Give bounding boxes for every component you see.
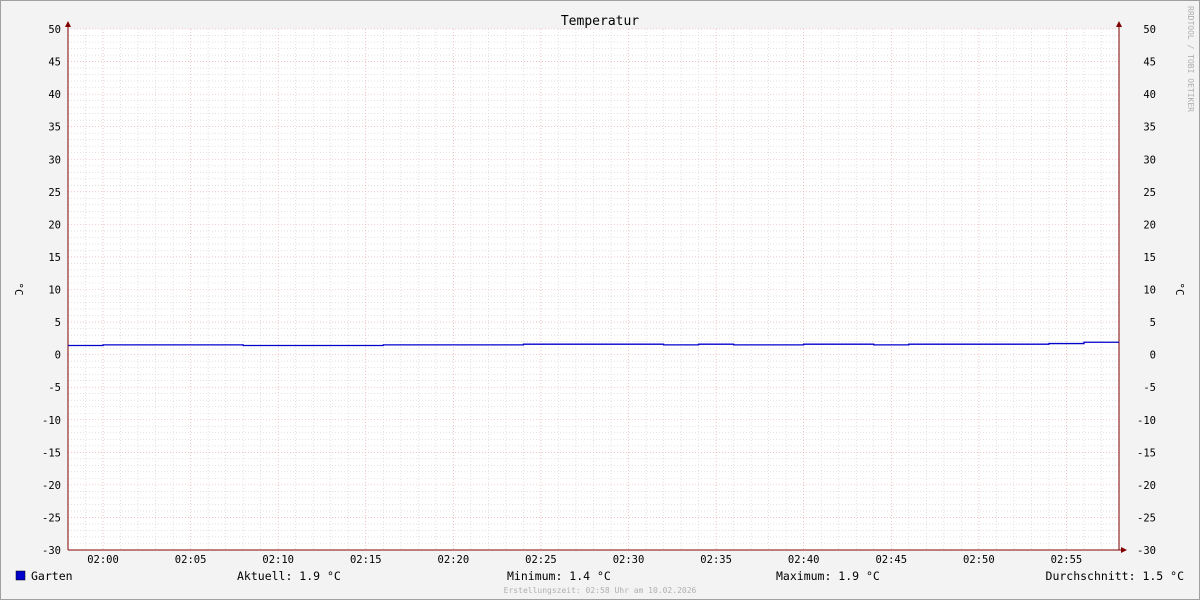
y-tick-label-right: 20 <box>1143 219 1156 231</box>
y-tick-label-right: 5 <box>1150 317 1156 329</box>
y-tick-label-left: 10 <box>48 285 61 297</box>
y-tick-label-right: -30 <box>1137 545 1156 557</box>
y-tick-label-left: 50 <box>48 24 61 36</box>
y-tick-label-left: 25 <box>48 187 61 199</box>
y-tick-label-right: 25 <box>1143 187 1156 199</box>
arrow-up-icon <box>65 21 71 27</box>
legend-name: Garten <box>31 569 73 583</box>
x-tick-label: 02:40 <box>788 554 820 566</box>
y-axis-label-left: °C <box>12 282 25 295</box>
y-tick-label-left: 20 <box>48 219 61 231</box>
x-tick-label: 02:55 <box>1051 554 1083 566</box>
y-axis-label-right: °C <box>1173 282 1186 295</box>
y-tick-label-right: 10 <box>1143 285 1156 297</box>
y-tick-label-right: 0 <box>1150 350 1156 362</box>
y-tick-label-right: -15 <box>1137 447 1156 459</box>
y-tick-label-left: 30 <box>48 154 61 166</box>
arrow-right-icon <box>1121 547 1127 553</box>
y-tick-label-left: -25 <box>42 512 61 524</box>
y-tick-label-right: -10 <box>1137 415 1156 427</box>
y-tick-label-left: -10 <box>42 415 61 427</box>
y-tick-label-left: 5 <box>55 317 61 329</box>
y-tick-label-left: 40 <box>48 89 61 101</box>
x-tick-label: 02:50 <box>963 554 995 566</box>
y-tick-label-right: 40 <box>1143 89 1156 101</box>
chart-title: Temperatur <box>561 14 639 29</box>
y-tick-label-left: -15 <box>42 447 61 459</box>
x-tick-label: 02:20 <box>438 554 470 566</box>
y-tick-label-right: -20 <box>1137 480 1156 492</box>
legend-maximum: Maximum: 1.9 °C <box>776 569 880 583</box>
x-tick-label: 02:45 <box>875 554 907 566</box>
legend-current: Aktuell: 1.9 °C <box>237 569 341 583</box>
y-tick-label-right: 50 <box>1143 24 1156 36</box>
x-tick-label: 02:10 <box>262 554 294 566</box>
x-tick-label: 02:25 <box>525 554 557 566</box>
legend-average: Durchschnitt: 1.5 °C <box>1046 569 1185 583</box>
y-tick-label-right: 45 <box>1143 57 1156 69</box>
y-tick-label-left: 15 <box>48 252 61 264</box>
y-tick-label-left: -5 <box>48 382 61 394</box>
y-tick-label-left: 35 <box>48 122 61 134</box>
x-tick-label: 02:15 <box>350 554 382 566</box>
x-tick-label: 02:05 <box>175 554 207 566</box>
y-tick-label-left: -30 <box>42 545 61 557</box>
x-tick-label: 02:00 <box>87 554 119 566</box>
footer-timestamp: Erstellungszeit: 02:58 Uhr am 10.02.2026 <box>504 586 697 595</box>
y-tick-label-left: -20 <box>42 480 61 492</box>
x-tick-label: 02:35 <box>700 554 732 566</box>
y-tick-label-right: -5 <box>1143 382 1156 394</box>
y-tick-label-right: 15 <box>1143 252 1156 264</box>
arrow-up-icon <box>1116 21 1122 27</box>
y-tick-label-right: 30 <box>1143 154 1156 166</box>
legend-swatch <box>15 570 26 581</box>
watermark: RRDTOOL / TOBI OETIKER <box>1186 6 1195 112</box>
y-tick-label-right: -25 <box>1137 512 1156 524</box>
y-tick-label-right: 35 <box>1143 122 1156 134</box>
y-tick-label-left: 0 <box>55 350 61 362</box>
series-line-garten <box>68 341 1119 347</box>
x-tick-label: 02:30 <box>613 554 645 566</box>
legend-minimum: Minimum: 1.4 °C <box>507 569 611 583</box>
y-tick-label-left: 45 <box>48 57 61 69</box>
